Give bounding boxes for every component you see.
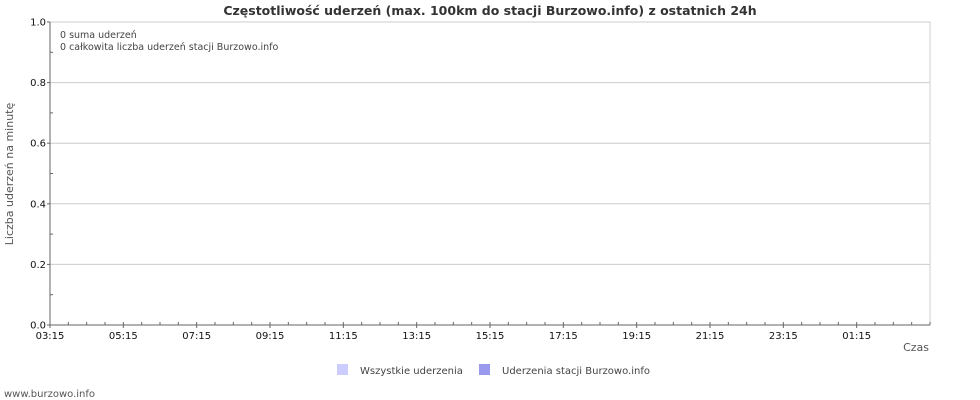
x-tick-label: 11:15 xyxy=(329,331,358,342)
legend: Wszystkie uderzenia Uderzenia stacji Bur… xyxy=(337,364,650,377)
x-tick-label: 09:15 xyxy=(256,331,285,342)
y-tick-label: 0.4 xyxy=(30,199,46,210)
x-tick-label: 01:15 xyxy=(842,331,871,342)
y-tick-label: 0.8 xyxy=(30,78,46,89)
y-tick-label: 0.6 xyxy=(30,139,46,150)
y-axis-label: Liczba uderzeń na minutę xyxy=(3,103,16,246)
plot-area xyxy=(49,21,931,326)
annotation-station-strikes: 0 całkowita liczba uderzeń stacji Burzow… xyxy=(60,42,278,53)
annotation-total-strikes: 0 suma uderzeń xyxy=(60,30,137,41)
minor-ticks xyxy=(49,51,931,325)
legend-swatch-all-strikes xyxy=(337,364,348,375)
legend-label-station-strikes: Uderzenia stacji Burzowo.info xyxy=(502,366,650,377)
chart-title: Częstotliwość uderzeń (max. 100km do sta… xyxy=(223,3,756,18)
legend-swatch-station-strikes xyxy=(479,364,490,375)
x-tick-label: 19:15 xyxy=(622,331,651,342)
site-footer-link[interactable]: www.burzowo.info xyxy=(4,389,95,400)
y-tick-label: 0.0 xyxy=(30,321,46,332)
x-axis-label: Czas xyxy=(903,341,929,354)
y-axis-ticks: 0.0 0.2 0.4 0.6 0.8 1.0 xyxy=(30,18,50,332)
x-tick-label: 15:15 xyxy=(476,331,505,342)
x-tick-label: 05:15 xyxy=(109,331,138,342)
x-tick-label: 07:15 xyxy=(182,331,211,342)
y-tick-label: 0.2 xyxy=(30,260,46,271)
gridlines xyxy=(50,21,930,265)
x-tick-label: 17:15 xyxy=(549,331,578,342)
x-axis-ticks: 03:15 05:15 07:15 09:15 11:15 13:15 15:15 17:15… xyxy=(36,325,871,342)
x-tick-label: 13:15 xyxy=(402,331,431,342)
x-tick-label: 21:15 xyxy=(696,331,725,342)
x-tick-label: 23:15 xyxy=(769,331,798,342)
x-tick-label: 03:15 xyxy=(36,331,65,342)
y-tick-label: 1.0 xyxy=(30,18,46,29)
legend-label-all-strikes: Wszystkie uderzenia xyxy=(360,366,463,377)
